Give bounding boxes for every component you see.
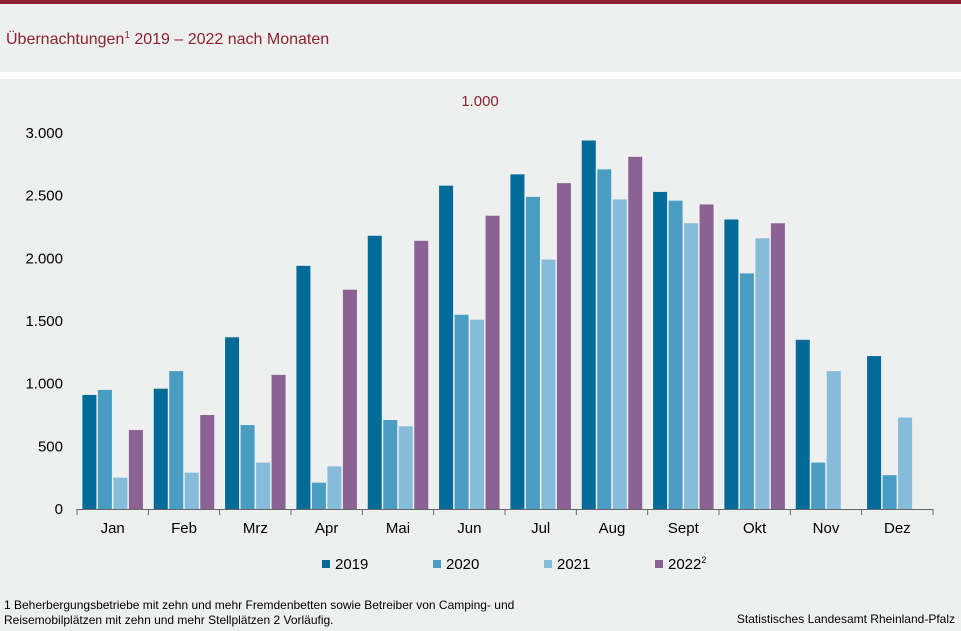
x-tick-label: Jul	[531, 520, 550, 537]
bar-2019-apr	[296, 265, 311, 509]
bar-2022-okt	[770, 223, 785, 510]
source-label: Statistisches Landesamt Rheinland-Pfalz	[736, 612, 955, 626]
x-tick-label: Feb	[171, 520, 197, 537]
bar-2019-sept	[653, 191, 668, 509]
y-tick-label: 3.000	[25, 125, 63, 142]
legend-label-2021: 2021	[557, 556, 590, 573]
bar-2020-jul	[525, 196, 540, 510]
bar-2019-dez	[867, 356, 882, 509]
legend-swatch-2021	[544, 560, 552, 568]
title-separator	[0, 72, 961, 79]
bar-2020-jun	[454, 314, 469, 509]
legend-swatch-2020	[433, 560, 441, 568]
bar-2022-sept	[699, 204, 714, 509]
bar-2022-apr	[342, 289, 357, 509]
bar-2020-mai	[383, 420, 398, 509]
x-tick-label: Okt	[743, 520, 767, 537]
bar-2020-sept	[668, 200, 683, 509]
bar-2021-aug	[612, 199, 627, 509]
bar-2020-feb	[169, 371, 184, 509]
bar-2019-jun	[439, 185, 454, 509]
bar-2019-mai	[367, 235, 382, 510]
x-tick-label: Nov	[813, 520, 840, 537]
x-tick-label: Mrz	[243, 520, 268, 537]
bar-2020-mrz	[240, 425, 255, 509]
bar-2020-okt	[739, 273, 754, 509]
bar-2022-jun	[485, 215, 500, 509]
bar-2019-okt	[724, 219, 739, 510]
legend-label-2020: 2020	[446, 556, 479, 573]
bar-2020-apr	[311, 482, 326, 509]
bar-2020-dez	[882, 475, 897, 509]
legend-swatch-2019	[322, 560, 330, 568]
bar-2022-aug	[628, 156, 643, 509]
bar-2022-mrz	[271, 374, 286, 509]
bar-2021-jan	[113, 477, 128, 509]
bar-2019-mrz	[225, 337, 240, 509]
bar-2022-mai	[414, 240, 429, 509]
bar-chart: 1.000 0 500 1.000 1.500 2.000 2.500 3.000 Jan Feb…	[25, 93, 934, 573]
chart-title: Übernachtungen1 2019 – 2022 nach Monaten	[6, 30, 330, 48]
x-tick-label: Sept	[668, 520, 700, 537]
x-tick-label: Apr	[315, 520, 338, 537]
bar-2019-nov	[795, 339, 810, 509]
bar-2021-apr	[327, 466, 342, 509]
legend-footnote-marker: 2	[701, 555, 706, 565]
legend-swatch-2022	[655, 560, 663, 568]
legend-label-2022: 20222	[668, 555, 706, 573]
bar-2021-jun	[470, 319, 485, 509]
bar-2022-feb	[200, 415, 215, 509]
bar-2022-jan	[128, 430, 143, 509]
x-tick-label: Mai	[386, 520, 410, 537]
y-tick-label: 2.500	[25, 188, 63, 205]
bar-2021-feb	[184, 472, 199, 509]
bar-2020-aug	[597, 169, 612, 509]
bar-2022-jul	[556, 183, 571, 509]
x-tick-label: Jan	[101, 520, 125, 537]
x-tick-label: Jun	[457, 520, 481, 537]
bar-2021-nov	[826, 371, 841, 509]
legend-label-2019: 2019	[335, 556, 368, 573]
unit-label: 1.000	[461, 93, 499, 110]
bar-2021-dez	[898, 417, 913, 509]
top-accent-bar	[0, 0, 961, 4]
bar-2020-jan	[97, 389, 112, 509]
bar-2021-sept	[684, 223, 699, 510]
y-tick-label: 1.500	[25, 313, 63, 330]
x-tick-label: Aug	[599, 520, 626, 537]
bar-2019-jan	[82, 394, 97, 509]
y-tick-label: 500	[38, 438, 63, 455]
footnote: 1 Beherbergungsbetriebe mit zehn und meh…	[4, 598, 515, 627]
y-tick-label: 1.000	[25, 376, 63, 393]
bar-2021-mrz	[256, 462, 271, 509]
y-tick-label: 2.000	[25, 250, 63, 267]
bar-2021-mai	[398, 426, 413, 509]
bar-2019-jul	[510, 174, 525, 510]
bar-2020-nov	[811, 462, 826, 509]
y-tick-label: 0	[55, 501, 63, 518]
x-tick-label: Dez	[884, 520, 911, 537]
bar-2019-aug	[581, 140, 596, 509]
bar-2021-okt	[755, 238, 770, 509]
bar-2019-feb	[153, 388, 168, 509]
bar-2021-jul	[541, 259, 556, 509]
